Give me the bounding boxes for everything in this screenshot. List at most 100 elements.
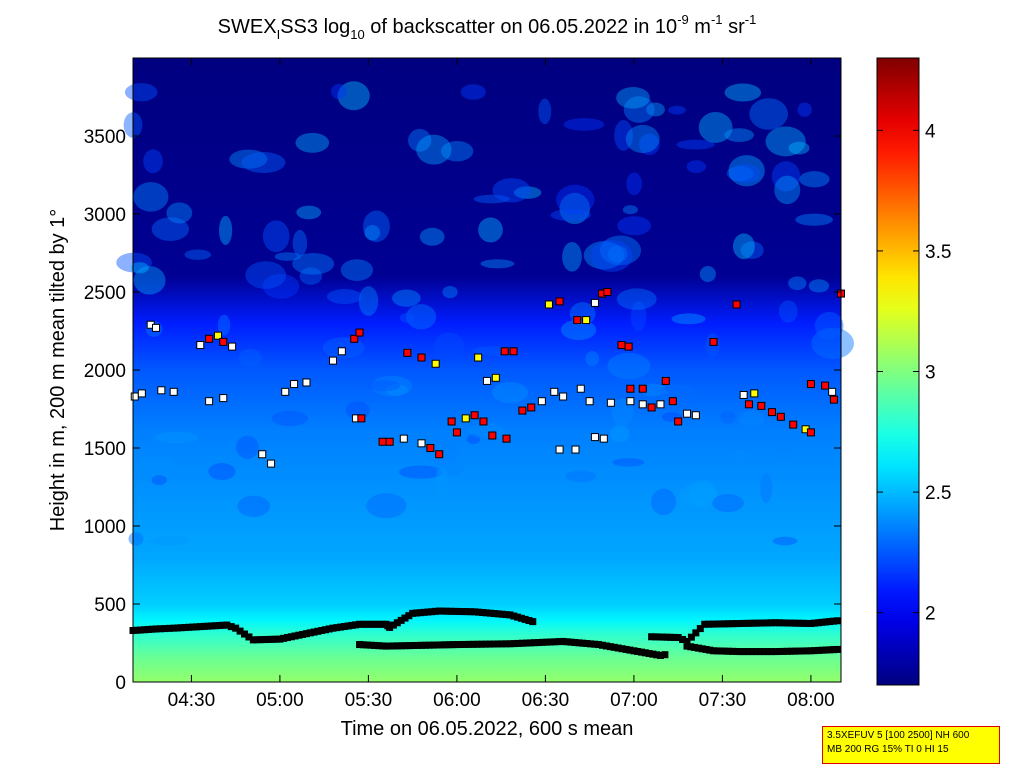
texture-patch: [292, 253, 335, 275]
layer-marker: [471, 608, 479, 616]
texture-patch: [419, 227, 445, 246]
layer-marker: [433, 641, 441, 649]
x-axis-label: Time on 06.05.2022, 600 s mean: [341, 718, 634, 740]
layer-marker: [437, 641, 445, 649]
layer-marker: [295, 631, 303, 639]
layer-marker: [807, 620, 815, 627]
cloud-marker: [821, 381, 830, 390]
cloud-marker: [617, 341, 626, 350]
layer-marker: [189, 623, 197, 631]
cloud-marker: [590, 433, 599, 442]
layer-marker: [653, 651, 661, 659]
layer-marker: [490, 640, 498, 648]
layer-marker: [799, 619, 807, 627]
layer-marker: [641, 649, 649, 657]
texture-patch: [638, 133, 660, 156]
layer-marker: [477, 640, 485, 648]
texture-patch: [617, 216, 652, 236]
cloud-marker: [479, 417, 488, 426]
cloud-marker: [603, 288, 612, 296]
texture-patch: [150, 536, 190, 546]
texture-patch: [399, 465, 443, 479]
layer-marker: [691, 643, 699, 651]
layer-marker: [539, 638, 547, 646]
layer-marker: [779, 619, 787, 627]
texture-patch: [563, 118, 605, 131]
texture-patch: [331, 83, 347, 100]
cloud-marker: [488, 431, 497, 440]
cloud-marker: [399, 434, 408, 443]
texture-patch: [698, 111, 733, 143]
layer-marker: [398, 642, 406, 650]
layer-marker: [698, 645, 706, 653]
texture-patch: [262, 273, 300, 299]
texture-patch: [406, 304, 437, 330]
layer-marker: [494, 640, 502, 648]
cloud-marker: [258, 450, 267, 459]
texture-patch: [385, 384, 408, 396]
texture-patch: [299, 267, 323, 285]
layer-marker: [506, 611, 514, 619]
layer-marker: [526, 639, 534, 647]
x-tick-label: 07:30: [699, 690, 747, 711]
texture-patch: [271, 410, 308, 427]
cloud-marker: [470, 411, 479, 420]
cloud-marker: [744, 400, 753, 409]
texture-patch: [133, 182, 169, 212]
texture-patch: [366, 493, 407, 519]
texture-patch: [538, 98, 552, 125]
texture-patch: [513, 186, 542, 199]
layer-marker: [705, 620, 713, 628]
layer-marker: [272, 635, 280, 643]
cloud-marker: [205, 397, 214, 406]
layer-marker: [494, 610, 502, 618]
layer-marker: [416, 609, 424, 617]
layer-marker: [473, 640, 481, 648]
layer-marker: [424, 608, 432, 616]
texture-patch: [473, 194, 510, 204]
layer-marker: [521, 615, 529, 623]
layer-marker: [547, 638, 555, 646]
texture-patch: [688, 480, 717, 509]
layer-marker: [692, 629, 700, 637]
layer-marker: [775, 619, 783, 627]
layer-marker: [291, 632, 299, 640]
layer-marker: [732, 620, 740, 628]
layer-marker: [728, 620, 736, 628]
layer-marker: [814, 646, 822, 654]
texture-patch: [154, 431, 198, 444]
layer-marker: [579, 639, 587, 647]
texture-patch: [730, 164, 761, 184]
cloud-marker: [350, 334, 359, 343]
layer-marker: [447, 607, 455, 615]
texture-patch: [612, 458, 645, 467]
texture-patch: [610, 425, 630, 443]
cloud-base-markers: [130, 288, 845, 468]
texture-patch: [292, 229, 308, 257]
layer-marker: [356, 641, 364, 649]
texture-patch: [740, 241, 764, 259]
texture-patch: [712, 494, 744, 513]
texture-patch: [616, 87, 650, 109]
layer-marker: [257, 636, 265, 644]
layer-marker: [359, 620, 367, 628]
layer-marker: [389, 621, 397, 629]
cloud-marker: [435, 450, 444, 459]
layer-marker: [510, 612, 518, 620]
layer-marker: [772, 619, 780, 627]
layer-marker: [655, 633, 663, 641]
layer-marker: [445, 641, 453, 649]
texture-patch: [245, 261, 287, 289]
x-tick-label: 04:30: [168, 690, 216, 711]
layer-marker: [724, 620, 732, 628]
layer-marker: [748, 648, 756, 656]
texture-patch: [808, 279, 830, 293]
cloud-marker: [683, 409, 692, 418]
layer-marker: [441, 641, 449, 649]
layer-marker: [514, 613, 522, 621]
layer-marker: [453, 641, 461, 649]
texture-patch: [399, 312, 415, 323]
layer-marker: [744, 619, 752, 627]
layer-marker: [245, 633, 253, 641]
layer-marker: [822, 646, 830, 654]
